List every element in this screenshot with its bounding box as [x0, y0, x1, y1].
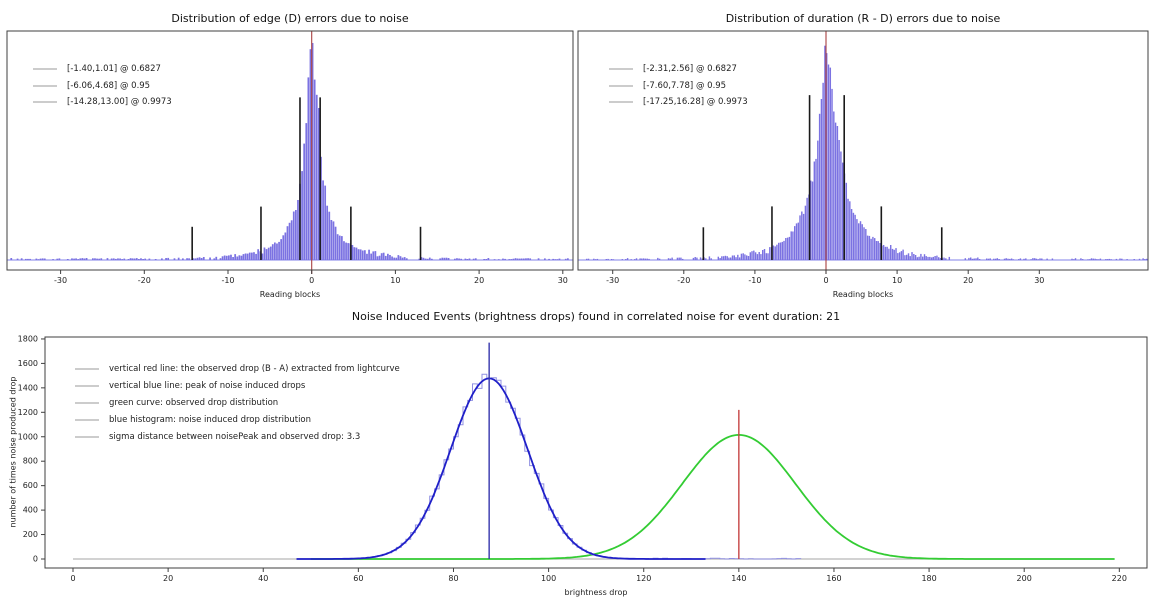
plot-frame: [577, 30, 1149, 271]
y-tick-label: 400: [23, 506, 38, 515]
x-tick-label: 30: [558, 276, 568, 285]
legend-line-swatch: [609, 101, 633, 104]
x-tick-label: 40: [258, 574, 268, 583]
x-tick-label: 220: [1112, 574, 1127, 583]
x-tick-label: 80: [448, 574, 458, 583]
y-tick-label: 0: [33, 555, 38, 564]
x-tick-label: 120: [636, 574, 651, 583]
legend-label: vertical red line: the observed drop (B …: [109, 363, 400, 374]
x-tick-label: 20: [963, 276, 973, 285]
legend-line-swatch: [75, 384, 99, 387]
legend-label: [-2.31,2.56] @ 0.6827: [643, 64, 737, 75]
legend-item: sigma distance between noisePeak and obs…: [75, 428, 400, 445]
histogram-bars: [10, 43, 569, 261]
x-tick-label: 0: [823, 276, 828, 285]
x-tick-label: 0: [70, 574, 75, 583]
legend-item: [-7.60,7.78] @ 0.95: [609, 78, 748, 95]
x-tick-label: 0: [309, 276, 314, 285]
edge-errors-title: Distribution of edge (D) errors due to n…: [171, 12, 409, 25]
legend-label: [-17.25,16.28] @ 0.9973: [643, 97, 748, 108]
y-tick-label: 1600: [18, 359, 38, 368]
legend-item: blue histogram: noise induced drop distr…: [75, 411, 400, 428]
x-tick-label: 140: [731, 574, 746, 583]
x-tick-label: -10: [221, 276, 234, 285]
y-tick-label: 1800: [18, 334, 38, 343]
noise-events-title: Noise Induced Events (brightness drops) …: [351, 310, 841, 323]
legend-label: [-14.28,13.00] @ 0.9973: [67, 97, 172, 108]
legend-item: [-2.31,2.56] @ 0.6827: [609, 61, 748, 78]
legend-item: [-6.06,4.68] @ 0.95: [33, 78, 172, 95]
legend-item: green curve: observed drop distribution: [75, 394, 400, 411]
noise-fit-curve: [296, 377, 706, 560]
legend-item: [-1.40,1.01] @ 0.6827: [33, 61, 172, 78]
x-tick-label: 100: [541, 574, 556, 583]
x-tick-label: 10: [892, 276, 902, 285]
x-tick-label: 180: [921, 574, 936, 583]
x-tick-label: -20: [677, 276, 690, 285]
duration-errors-legend: [-2.31,2.56] @ 0.6827 [-7.60,7.78] @ 0.9…: [609, 61, 748, 111]
legend-line-swatch: [609, 84, 633, 87]
legend-item: [-14.28,13.00] @ 0.9973: [33, 94, 172, 111]
legend-label: [-7.60,7.78] @ 0.95: [643, 80, 727, 91]
noise-events-xlabel: brightness drop: [564, 588, 628, 597]
legend-label: [-1.40,1.01] @ 0.6827: [67, 64, 161, 75]
x-tick-label: 10: [390, 276, 400, 285]
y-tick-label: 200: [23, 530, 38, 539]
observed-drop-curve: [310, 433, 1115, 560]
legend-line-swatch: [75, 435, 99, 438]
x-tick-label: 60: [353, 574, 363, 583]
legend-label: green curve: observed drop distribution: [109, 397, 279, 408]
x-tick-label: 30: [1034, 276, 1044, 285]
edge-errors-xlabel: Reading blocks: [259, 290, 321, 299]
y-tick-label: 1000: [18, 432, 38, 441]
legend-line-swatch: [75, 367, 99, 370]
x-tick-label: -30: [606, 276, 619, 285]
edge-errors-legend: [-1.40,1.01] @ 0.6827 [-6.06,4.68] @ 0.9…: [33, 61, 172, 111]
x-tick-label: -30: [54, 276, 67, 285]
duration-errors-histogram: -30 -20 -10 0 10 20 30: [577, 30, 1149, 285]
noise-events-legend: vertical red line: the observed drop (B …: [75, 360, 400, 445]
legend-line-swatch: [609, 68, 633, 71]
plot-frame: [44, 336, 1148, 569]
y-tick-label: 600: [23, 481, 38, 490]
edge-errors-histogram: -30 -20 -10 0 10 20 30: [6, 30, 574, 285]
noise-events-chart: 0 20 40 60 80 100 120 140 160 180 200 220 0 200 400 600…: [18, 334, 1148, 583]
x-tick-label: 160: [826, 574, 841, 583]
x-tick-label: -10: [748, 276, 761, 285]
legend-item: [-17.25,16.28] @ 0.9973: [609, 94, 748, 111]
legend-line-swatch: [33, 84, 57, 87]
y-tick-label: 800: [23, 457, 38, 466]
legend-item: vertical blue line: peak of noise induce…: [75, 377, 400, 394]
legend-line-swatch: [75, 418, 99, 421]
x-tick-label: 20: [163, 574, 173, 583]
legend-label: blue histogram: noise induced drop distr…: [109, 414, 312, 425]
legend-line-swatch: [33, 68, 57, 71]
legend-line-swatch: [75, 401, 99, 404]
legend-label: [-6.06,4.68] @ 0.95: [67, 80, 151, 91]
y-tick-label: 1400: [18, 383, 38, 392]
x-tick-label: -20: [138, 276, 151, 285]
legend-label: sigma distance between noisePeak and obs…: [109, 431, 361, 442]
x-tick-label: 200: [1017, 574, 1032, 583]
legend-label: vertical blue line: peak of noise induce…: [109, 380, 306, 391]
histogram-bars: [586, 45, 1148, 261]
noise-events-ylabel: number of times noise produced drop: [8, 376, 18, 528]
duration-errors-xlabel: Reading blocks: [832, 290, 894, 299]
duration-errors-title: Distribution of duration (R - D) errors …: [725, 12, 1001, 25]
legend-line-swatch: [33, 101, 57, 104]
legend-item: vertical red line: the observed drop (B …: [75, 360, 400, 377]
x-tick-label: 20: [474, 276, 484, 285]
plot-frame: [6, 30, 574, 271]
y-tick-label: 1200: [18, 408, 38, 417]
